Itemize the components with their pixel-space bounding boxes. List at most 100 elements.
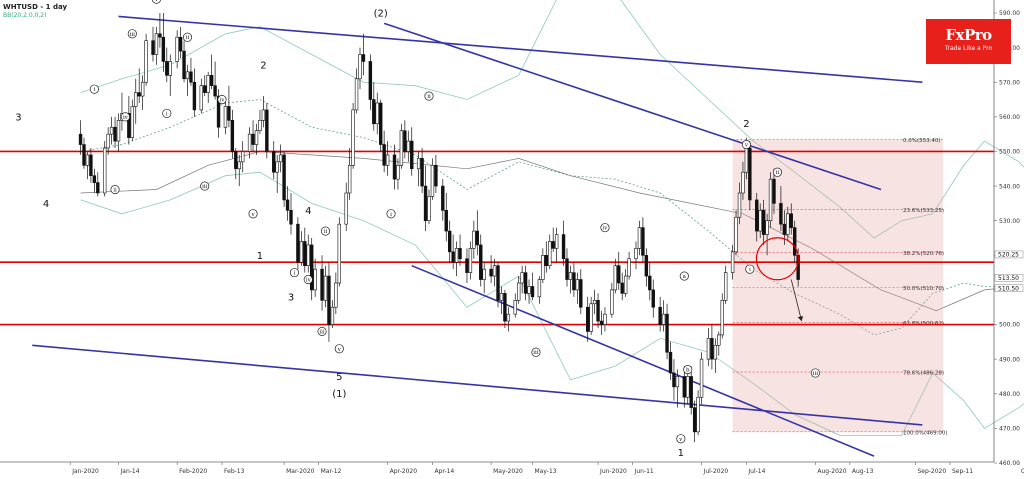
candle-body-up <box>430 165 435 197</box>
candle-body-down <box>378 102 383 145</box>
candle <box>710 324 714 370</box>
candle <box>382 130 386 173</box>
candle <box>665 303 669 360</box>
circled-wave-label: v <box>676 434 686 444</box>
candle <box>575 272 580 304</box>
candle-body-up <box>568 272 573 280</box>
candle-body-down <box>309 244 314 291</box>
candle <box>392 144 397 190</box>
candle <box>178 26 183 58</box>
y-tick-label: 590.00 <box>999 10 1020 17</box>
circled-wave-label: i <box>89 84 99 94</box>
candle <box>589 296 593 335</box>
x-tick-label: May-2020 <box>493 468 523 475</box>
candle <box>241 141 245 173</box>
candle <box>544 241 549 273</box>
candle <box>272 141 276 180</box>
fibonacci-label: 100.0%(469.00) <box>903 430 948 436</box>
candle-body-down <box>689 376 693 408</box>
circled-wave-label: iii <box>810 368 820 378</box>
candle-body-up <box>468 248 473 273</box>
candle-body-down <box>772 178 776 204</box>
candle <box>206 71 210 103</box>
wave-label: 4 <box>305 206 311 217</box>
candle <box>144 33 148 86</box>
candle-body-up <box>278 154 283 163</box>
candle-body-down <box>620 282 624 294</box>
candle-body-up <box>737 192 742 218</box>
candle-body-down <box>585 306 590 332</box>
candle <box>354 68 359 114</box>
trendline <box>32 344 923 426</box>
candle-body-down <box>234 151 238 170</box>
candle <box>479 234 483 287</box>
x-tick-label: Mar-12 <box>321 468 342 475</box>
circled-wave-label: v <box>334 344 344 354</box>
trendlines-layer <box>32 15 923 457</box>
candle-body-down <box>165 61 169 76</box>
candle <box>251 120 255 152</box>
wave-label-text: i <box>749 267 751 273</box>
circled-wave-label: iv <box>217 94 227 105</box>
fibonacci-zone <box>732 139 944 432</box>
candle-body-up <box>406 140 410 152</box>
wave-label-text: iv <box>220 98 226 104</box>
circled-wave-label: i <box>745 264 755 274</box>
candle-body-up <box>513 300 517 315</box>
wave-label-text: i <box>390 212 392 218</box>
candle-body-up <box>85 154 90 166</box>
candle <box>675 369 680 408</box>
candle <box>361 33 366 76</box>
candle-body-up <box>237 161 241 170</box>
wave-label-circle <box>772 167 782 177</box>
x-tick-label: Jun-11 <box>634 468 654 475</box>
candle-body-down <box>496 265 500 301</box>
candle-body-down <box>599 320 604 325</box>
candle-body-up <box>699 358 704 398</box>
candle <box>89 148 93 183</box>
candle-body-up <box>258 120 262 131</box>
candle <box>468 241 473 280</box>
candle <box>358 47 362 90</box>
candle-body-down <box>289 210 293 225</box>
candle <box>482 262 486 294</box>
candle <box>761 199 766 245</box>
candle-body-up <box>548 241 552 266</box>
candle-body-down <box>420 158 424 187</box>
candle-body-down <box>161 36 166 62</box>
candle <box>627 251 631 280</box>
x-tick-label: May-13 <box>535 468 557 475</box>
candle <box>334 272 338 315</box>
highlight-circle <box>755 237 800 281</box>
candle <box>399 123 404 169</box>
candle <box>523 265 528 301</box>
logo-tagline: Trade Like a Pro <box>944 45 993 52</box>
candle <box>416 151 421 187</box>
candle-body-down <box>182 50 186 80</box>
candle <box>303 227 307 273</box>
candle-body-down <box>251 133 255 145</box>
candle-body-up <box>482 268 486 280</box>
x-tick-label: Sep-11 <box>952 468 973 475</box>
y-tick-label: 530.00 <box>999 218 1020 225</box>
wave-label-circle <box>248 209 258 219</box>
y-tick-label: 490.00 <box>999 356 1020 363</box>
candle <box>120 92 124 131</box>
candle-body-up <box>313 268 317 291</box>
wave-label: 4 <box>43 199 49 210</box>
candle-body-down <box>792 227 797 256</box>
wave-label: 5 <box>336 372 342 383</box>
candle-body-down <box>403 130 407 152</box>
price-marker-label: 513.50 <box>998 275 1019 282</box>
wave-label-circle <box>162 108 172 118</box>
candle <box>347 148 352 200</box>
wave-label-circle <box>531 347 541 357</box>
wave-label-text: iii <box>319 329 325 335</box>
candle-body-up <box>520 272 524 284</box>
y-tick-label: 550.00 <box>999 149 1020 156</box>
y-tick-label: 480.00 <box>999 391 1020 398</box>
candle-body-up <box>730 251 735 273</box>
candle <box>378 99 383 152</box>
candle-body-down <box>441 185 445 211</box>
projection-arrow-head <box>797 316 804 322</box>
